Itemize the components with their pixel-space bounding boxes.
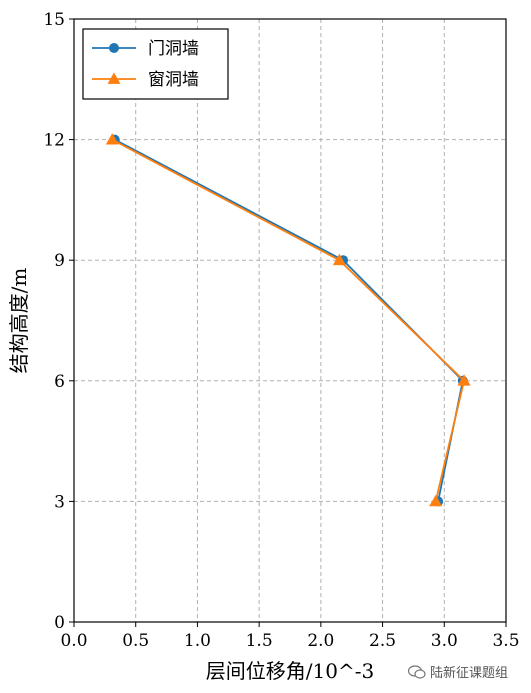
watermark-text: 陆新征课题组 (430, 666, 509, 681)
data-point (105, 133, 119, 145)
y-axis-label: 结构高度/m (7, 268, 31, 374)
x-tick-label: 0.5 (122, 631, 149, 651)
legend-marker (109, 43, 119, 53)
series-2 (105, 133, 471, 507)
x-tick-label: 1.5 (246, 631, 273, 651)
y-tick-label: 9 (54, 251, 65, 271)
x-tick-label: 3.0 (431, 631, 458, 651)
x-axis-label: 层间位移角/10^-3 (206, 659, 374, 683)
data-point (457, 374, 471, 386)
x-tick-label: 3.5 (492, 631, 519, 651)
series-1 (109, 134, 468, 507)
watermark: 陆新征课题组 (408, 662, 508, 681)
y-tick-label: 3 (54, 492, 65, 512)
x-tick-label: 1.0 (184, 631, 211, 651)
wechat-icon (408, 664, 426, 679)
series-line (114, 138, 464, 502)
x-tick-label: 2.5 (369, 631, 396, 651)
legend-entry: 门洞墙 (92, 39, 199, 59)
grid-lines (73, 18, 507, 623)
y-tick-label: 12 (43, 131, 65, 151)
legend-box (82, 28, 229, 100)
data-point (429, 494, 443, 507)
legend-label: 门洞墙 (148, 39, 199, 59)
x-tick-label: 2.0 (307, 631, 334, 651)
legend-entry: 窗洞墙 (92, 70, 199, 90)
legend-marker (107, 72, 121, 84)
x-tick-label: 0.0 (60, 631, 87, 651)
y-tick-label: 6 (54, 372, 65, 392)
y-tick-label: 15 (43, 10, 65, 30)
y-tick-label: 0 (54, 613, 65, 633)
series-layer (105, 133, 471, 507)
series-line (111, 138, 466, 502)
legend-label: 窗洞墙 (148, 70, 199, 90)
data-point (332, 253, 346, 266)
plot-area-frame (73, 18, 507, 623)
axis-ticks: 0.0 0.5 1.0 1.5 2.0 2.5 3.0 3.5 0 3 6 9 12 15 (43, 10, 519, 651)
